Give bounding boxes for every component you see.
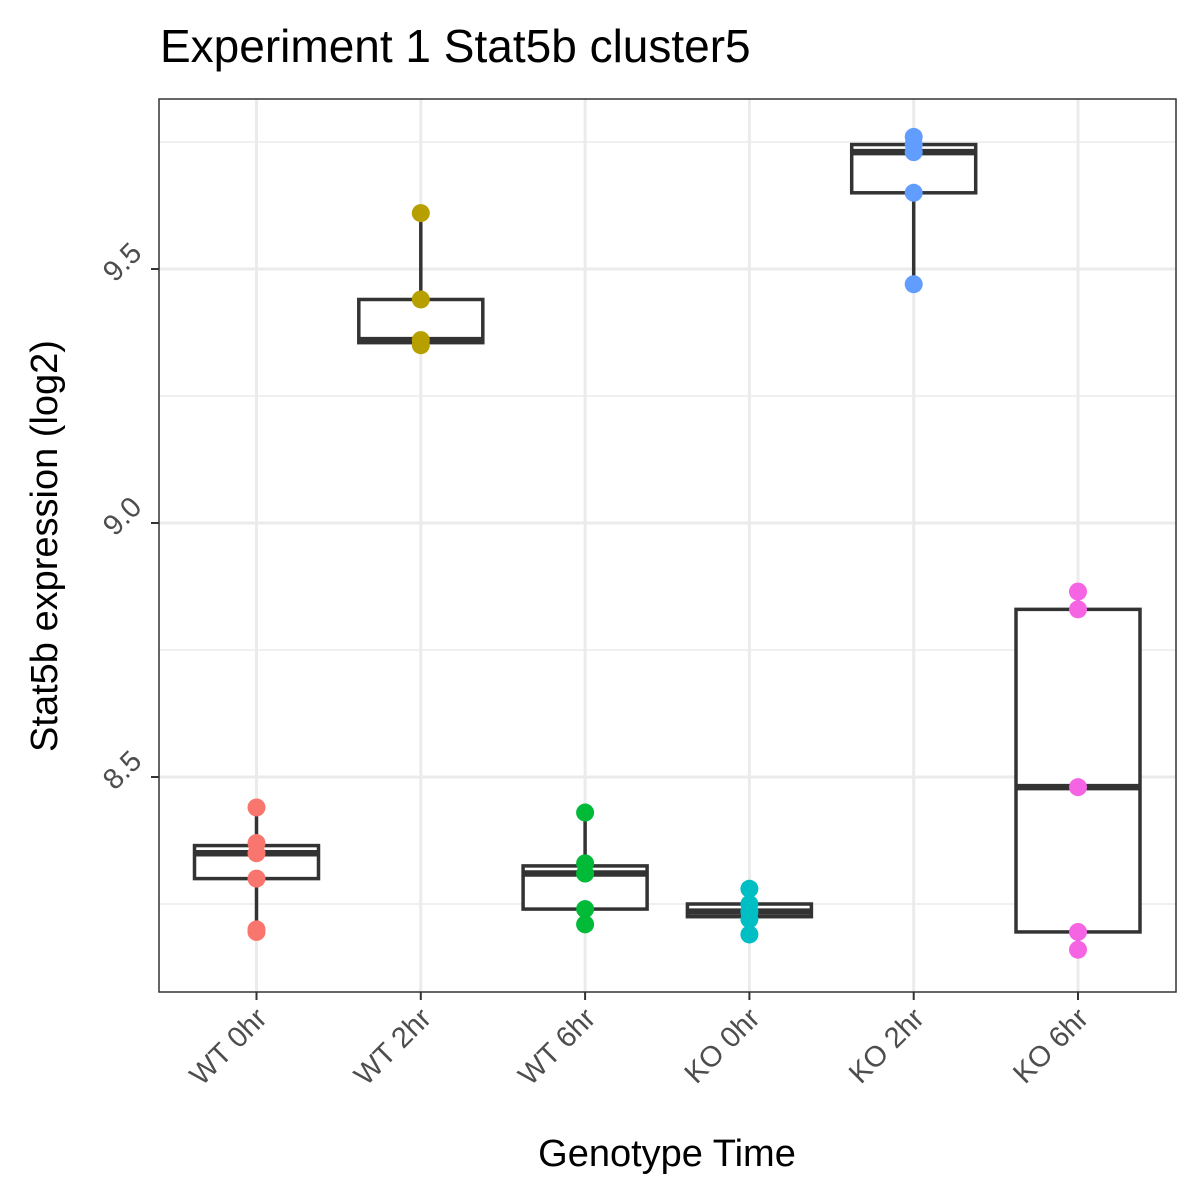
axes-layer: 8.5 9.0 9.5 WT 0hr WT 2hr WT 6hr KO 0hr KO 2hr K…: [97, 237, 1095, 1092]
data-point: [247, 869, 266, 888]
data-point: [1069, 600, 1087, 619]
box-group: [1014, 594, 1142, 950]
data-point: [1069, 940, 1087, 959]
data-point: [576, 864, 595, 883]
data-point: [740, 879, 759, 898]
x-axis-title: Genotype Time: [538, 1133, 796, 1175]
data-point: [576, 915, 595, 934]
x-tick-label: WT 2hr: [348, 1002, 438, 1092]
x-tick-label: KO 6hr: [1007, 1002, 1095, 1090]
data-point: [411, 336, 430, 355]
box-group: [192, 807, 321, 930]
chart-title: Experiment 1 Stat5b cluster5: [160, 20, 751, 72]
data-point: [247, 844, 266, 863]
boxes-layer: [192, 136, 1142, 950]
data-point: [904, 275, 923, 294]
data-point: [576, 803, 595, 822]
points-layer: [247, 127, 1087, 959]
box-group: [357, 213, 485, 346]
x-tick-label: WT 6hr: [513, 1002, 603, 1092]
y-axis-title: Stat5b expression (log2): [24, 340, 66, 752]
x-tick-label: KO 2hr: [843, 1002, 931, 1090]
y-tick-label: 8.5: [97, 745, 148, 796]
data-point: [1069, 582, 1087, 601]
y-tick-label: 9.0: [97, 491, 148, 542]
data-point: [740, 925, 759, 944]
data-point: [740, 910, 759, 929]
data-point: [1069, 778, 1087, 797]
data-point: [411, 204, 430, 223]
data-point: [576, 900, 595, 919]
data-point: [904, 143, 923, 162]
box: [1014, 607, 1142, 934]
y-tick-label: 9.5: [97, 237, 148, 288]
data-point: [1069, 922, 1087, 941]
data-point: [904, 183, 923, 202]
x-tick-label: KO 0hr: [679, 1002, 767, 1090]
panel-border: [158, 98, 1177, 993]
data-point: [411, 290, 430, 309]
x-tick-label: WT 0hr: [184, 1002, 274, 1092]
data-point: [247, 798, 266, 817]
data-point: [247, 922, 266, 941]
